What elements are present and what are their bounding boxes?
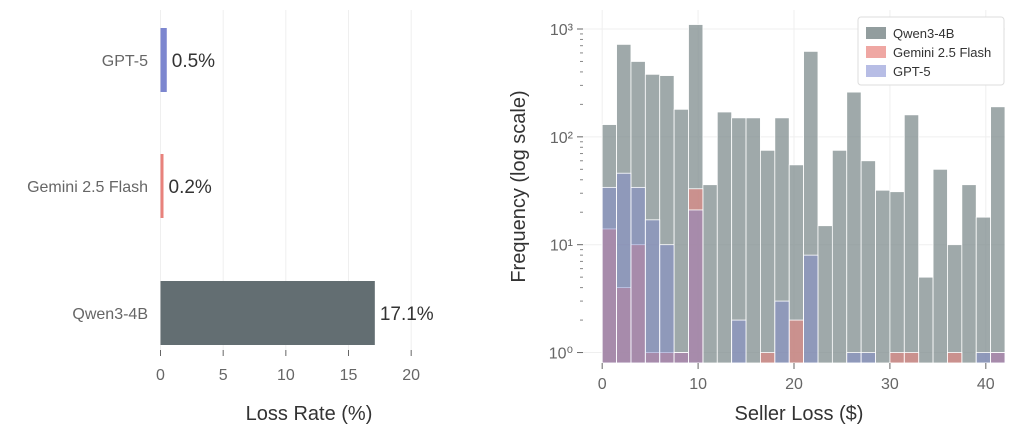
histogram-bar bbox=[889, 191, 905, 364]
x-tick-label: 0 bbox=[598, 376, 607, 393]
data-label: 0.5% bbox=[172, 51, 215, 72]
histogram-bar bbox=[903, 114, 920, 364]
x-axis-label: Seller Loss ($) bbox=[735, 403, 864, 425]
histogram-bar bbox=[760, 149, 776, 364]
histogram-bar bbox=[903, 352, 920, 364]
histogram-bar bbox=[846, 91, 862, 364]
category-label: GPT-5 bbox=[102, 53, 148, 70]
bar bbox=[160, 281, 375, 345]
histogram-bar bbox=[990, 106, 1006, 364]
histogram-bar bbox=[831, 149, 848, 364]
legend-label: GPT-5 bbox=[893, 64, 931, 79]
y-tick-label: 10¹ bbox=[550, 238, 573, 255]
y-axis-label: Frequency (log scale) bbox=[508, 90, 530, 282]
legend-swatch bbox=[866, 65, 886, 77]
histogram-bar bbox=[760, 352, 776, 364]
x-tick-label: 30 bbox=[881, 376, 899, 393]
x-tick-label: 0 bbox=[156, 367, 165, 384]
legend-label: Gemini 2.5 Flash bbox=[893, 45, 991, 60]
histogram-bar bbox=[702, 184, 718, 364]
histogram-bar bbox=[817, 225, 833, 364]
x-tick-label: 15 bbox=[340, 367, 358, 384]
histogram-bar bbox=[975, 216, 992, 364]
histogram-bar bbox=[630, 186, 646, 364]
histogram-bar bbox=[745, 117, 761, 364]
seller-loss-histogram: 0 10 20 30 40 10⁰ 10¹ 10² 10³ Seller Loss ($) Freq… bbox=[508, 10, 1006, 425]
y-tick-label: 10² bbox=[550, 130, 574, 147]
data-label: 17.1% bbox=[380, 304, 434, 325]
x-tick-label: 10 bbox=[689, 376, 707, 393]
histogram-bar bbox=[990, 352, 1006, 364]
x-tick-label: 10 bbox=[277, 367, 295, 384]
histogram-bar bbox=[875, 189, 891, 364]
legend: Qwen3-4B Gemini 2.5 Flash GPT-5 bbox=[857, 16, 1005, 86]
loss-rate-bar-chart: GPT-5 0.5% Gemini 2.5 Flash 0.2% Qwen3-4B 17.… bbox=[27, 10, 434, 425]
y-tick-label: 10⁰ bbox=[549, 346, 573, 363]
legend-swatch bbox=[866, 46, 886, 58]
histogram-bar bbox=[947, 352, 963, 364]
histogram-bar bbox=[918, 276, 934, 364]
histogram-bar bbox=[659, 244, 675, 364]
histogram-bar bbox=[774, 300, 790, 364]
histogram-bar bbox=[673, 108, 689, 364]
histogram-bar bbox=[975, 352, 992, 364]
histogram-bar bbox=[961, 184, 977, 364]
histogram-bar bbox=[860, 160, 876, 364]
histogram-bar bbox=[947, 244, 963, 364]
legend-swatch bbox=[866, 27, 886, 39]
histogram-bar bbox=[889, 352, 905, 364]
bar bbox=[160, 154, 164, 218]
legend-box bbox=[857, 16, 1005, 86]
category-label: Qwen3-4B bbox=[72, 306, 148, 323]
histogram-bar bbox=[803, 254, 819, 364]
x-tick-label: 5 bbox=[219, 367, 228, 384]
histogram-bar bbox=[846, 352, 862, 364]
legend-label: Qwen3-4B bbox=[893, 26, 954, 41]
histogram-bar bbox=[673, 352, 689, 364]
histogram-bar bbox=[616, 172, 632, 364]
data-label: 0.2% bbox=[169, 177, 212, 198]
histogram-bar bbox=[716, 111, 733, 364]
category-label: Gemini 2.5 Flash bbox=[27, 179, 148, 196]
histogram-bar bbox=[601, 186, 617, 364]
histogram-bar bbox=[860, 352, 876, 364]
histogram-bar bbox=[644, 219, 661, 364]
x-axis-label: Loss Rate (%) bbox=[246, 403, 373, 425]
x-tick-label: 20 bbox=[402, 367, 420, 384]
x-tick-label: 40 bbox=[977, 376, 995, 393]
x-tick-label: 20 bbox=[785, 376, 803, 393]
histogram-bar bbox=[731, 319, 747, 364]
histogram-bar bbox=[788, 319, 804, 364]
histogram-bar bbox=[932, 168, 948, 364]
y-tick-label: 10³ bbox=[550, 22, 574, 39]
bar bbox=[160, 28, 167, 92]
histogram-bar bbox=[688, 209, 704, 364]
